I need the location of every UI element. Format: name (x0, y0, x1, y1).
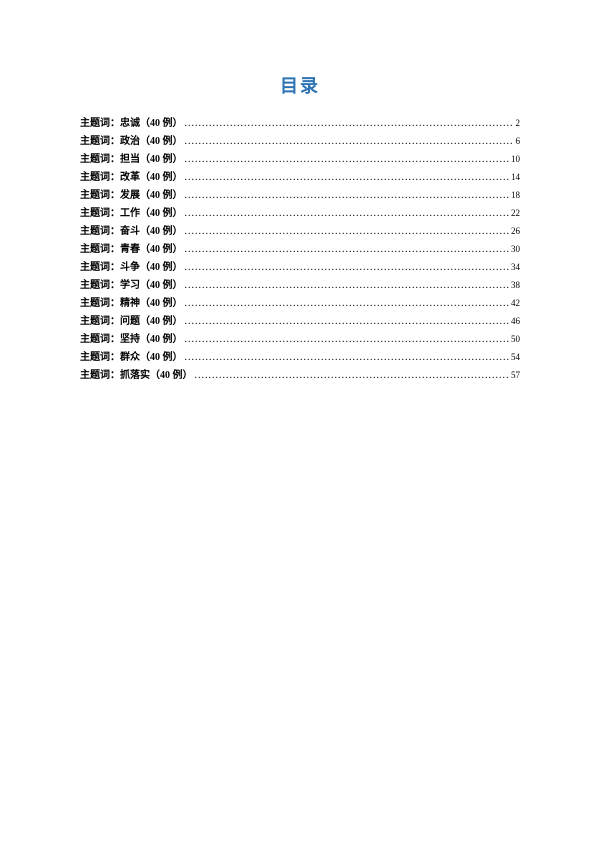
toc-entry-dots: ........................................… (195, 368, 510, 384)
toc-entry-page: 38 (511, 278, 520, 292)
toc-entry-dots: ........................................… (185, 134, 514, 150)
toc-entry: 主题词：政治（40 例）............................… (80, 134, 520, 150)
toc-entry-dots: ........................................… (185, 188, 510, 204)
toc-entry-page: 6 (516, 134, 521, 148)
toc-entry-dots: ........................................… (185, 224, 510, 240)
toc-title: 目录 (80, 72, 520, 98)
toc-entry-label: 主题词：青春（40 例） (80, 242, 183, 258)
toc-entry-label: 主题词：发展（40 例） (80, 188, 183, 204)
toc-entry-page: 34 (511, 260, 520, 274)
toc-entry-page: 30 (511, 242, 520, 256)
toc-entry: 主题词：忠诚（40 例）............................… (80, 116, 520, 132)
toc-entry: 主题词：担当（40 例）............................… (80, 152, 520, 168)
toc-entry-dots: ........................................… (185, 206, 510, 222)
toc-entry-label: 主题词：群众（40 例） (80, 350, 183, 366)
toc-entry-dots: ........................................… (185, 152, 510, 168)
toc-entry-label: 主题词：精神（40 例） (80, 296, 183, 312)
toc-entry-label: 主题词：工作（40 例） (80, 206, 183, 222)
toc-entry: 主题词：改革（40 例）............................… (80, 170, 520, 186)
toc-entry: 主题词：群众（40 例）............................… (80, 350, 520, 366)
toc-entry-page: 42 (511, 296, 520, 310)
toc-entry: 主题词：坚持（40 例）............................… (80, 332, 520, 348)
toc-entry-label: 主题词：政治（40 例） (80, 134, 183, 150)
toc-entry-dots: ........................................… (185, 116, 514, 132)
toc-entry-label: 主题词：坚持（40 例） (80, 332, 183, 348)
toc-entry: 主题词：青春（40 例）............................… (80, 242, 520, 258)
toc-entry: 主题词：发展（40 例）............................… (80, 188, 520, 204)
toc-entry-page: 14 (511, 170, 520, 184)
toc-entry-label: 主题词：奋斗（40 例） (80, 224, 183, 240)
toc-entry: 主题词：工作（40 例）............................… (80, 206, 520, 222)
toc-entry-dots: ........................................… (185, 278, 510, 294)
toc-entry-label: 主题词：抓落实（40 例） (80, 368, 193, 384)
toc-entry-dots: ........................................… (185, 296, 510, 312)
toc-entry-page: 2 (516, 116, 521, 130)
toc-entry-page: 26 (511, 224, 520, 238)
toc-entry-dots: ........................................… (185, 314, 510, 330)
toc-entry-dots: ........................................… (185, 332, 510, 348)
toc-entry-dots: ........................................… (185, 350, 510, 366)
toc-entry-page: 18 (511, 188, 520, 202)
document-page: 目录 主题词：忠诚（40 例）.........................… (0, 0, 596, 458)
toc-entry-page: 54 (511, 350, 520, 364)
toc-entry: 主题词：斗争（40 例）............................… (80, 260, 520, 276)
toc-entry-page: 22 (511, 206, 520, 220)
toc-entry-label: 主题词：改革（40 例） (80, 170, 183, 186)
toc-entry-label: 主题词：问题（40 例） (80, 314, 183, 330)
toc-entry: 主题词：精神（40 例）............................… (80, 296, 520, 312)
toc-entry-dots: ........................................… (185, 170, 510, 186)
toc-entry-label: 主题词：忠诚（40 例） (80, 116, 183, 132)
toc-entry: 主题词：问题（40 例）............................… (80, 314, 520, 330)
toc-entry-page: 46 (511, 314, 520, 328)
toc-entry: 主题词：抓落实（40 例）...........................… (80, 368, 520, 384)
toc-entry-page: 50 (511, 332, 520, 346)
toc-entry-page: 57 (511, 368, 520, 382)
toc-list: 主题词：忠诚（40 例）............................… (80, 116, 520, 384)
toc-entry-label: 主题词：担当（40 例） (80, 152, 183, 168)
toc-entry-label: 主题词：学习（40 例） (80, 278, 183, 294)
toc-entry-page: 10 (511, 152, 520, 166)
toc-entry: 主题词：奋斗（40 例）............................… (80, 224, 520, 240)
toc-entry-dots: ........................................… (185, 260, 510, 276)
toc-entry-label: 主题词：斗争（40 例） (80, 260, 183, 276)
toc-entry: 主题词：学习（40 例）............................… (80, 278, 520, 294)
toc-entry-dots: ........................................… (185, 242, 510, 258)
